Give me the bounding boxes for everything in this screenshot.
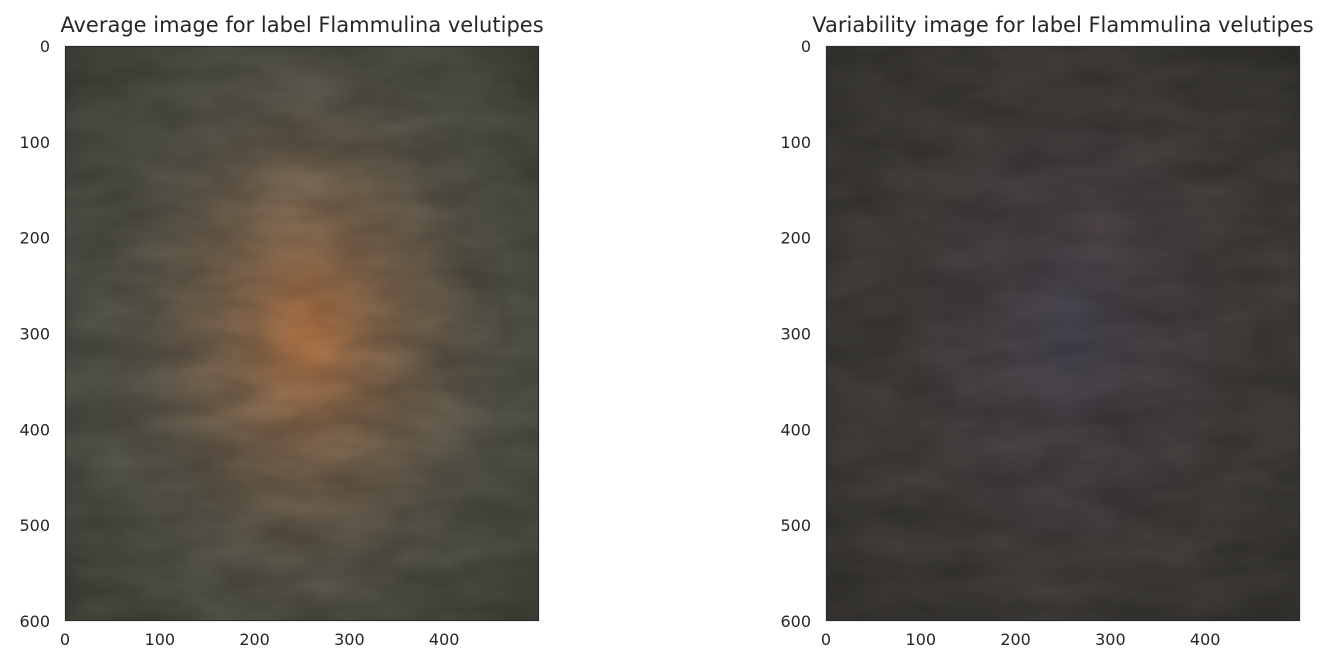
x-tick-label: 100 [906, 630, 937, 649]
x-tick-label: 100 [145, 630, 176, 649]
y-tick-label: 300 [19, 325, 50, 344]
heatmap-image [65, 46, 539, 621]
y-tick-label: 0 [40, 37, 50, 56]
y-tick-label: 400 [780, 420, 811, 439]
y-tick-label: 600 [19, 612, 50, 631]
heatmap-image [826, 46, 1300, 621]
y-tick-label: 500 [19, 516, 50, 535]
y-tick-label: 0 [801, 37, 811, 56]
y-tick-label: 100 [780, 133, 811, 152]
x-tick-label: 0 [821, 630, 831, 649]
x-tick-label: 400 [1190, 630, 1221, 649]
chart-title: Average image for label Flammulina velut… [60, 13, 543, 37]
y-tick-label: 100 [19, 133, 50, 152]
x-tick-label: 200 [239, 630, 270, 649]
y-tick-label: 500 [780, 516, 811, 535]
image-texture [65, 46, 539, 621]
image-texture [826, 46, 1300, 621]
average-image-panel: Average image for label Flammulina velut… [19, 13, 543, 649]
x-tick-label: 0 [60, 630, 70, 649]
x-tick-label: 300 [1095, 630, 1126, 649]
x-tick-label: 300 [334, 630, 365, 649]
y-tick-label: 600 [780, 612, 811, 631]
y-tick-label: 300 [780, 325, 811, 344]
x-tick-label: 200 [1000, 630, 1031, 649]
y-tick-label: 400 [19, 420, 50, 439]
axes-frame [64, 45, 540, 622]
variability-image-panel: Variability image for label Flammulina v… [780, 13, 1313, 649]
x-tick-label: 400 [429, 630, 460, 649]
chart-title: Variability image for label Flammulina v… [812, 13, 1314, 37]
y-tick-label: 200 [19, 229, 50, 248]
axes-frame [825, 45, 1301, 622]
y-tick-label: 200 [780, 229, 811, 248]
